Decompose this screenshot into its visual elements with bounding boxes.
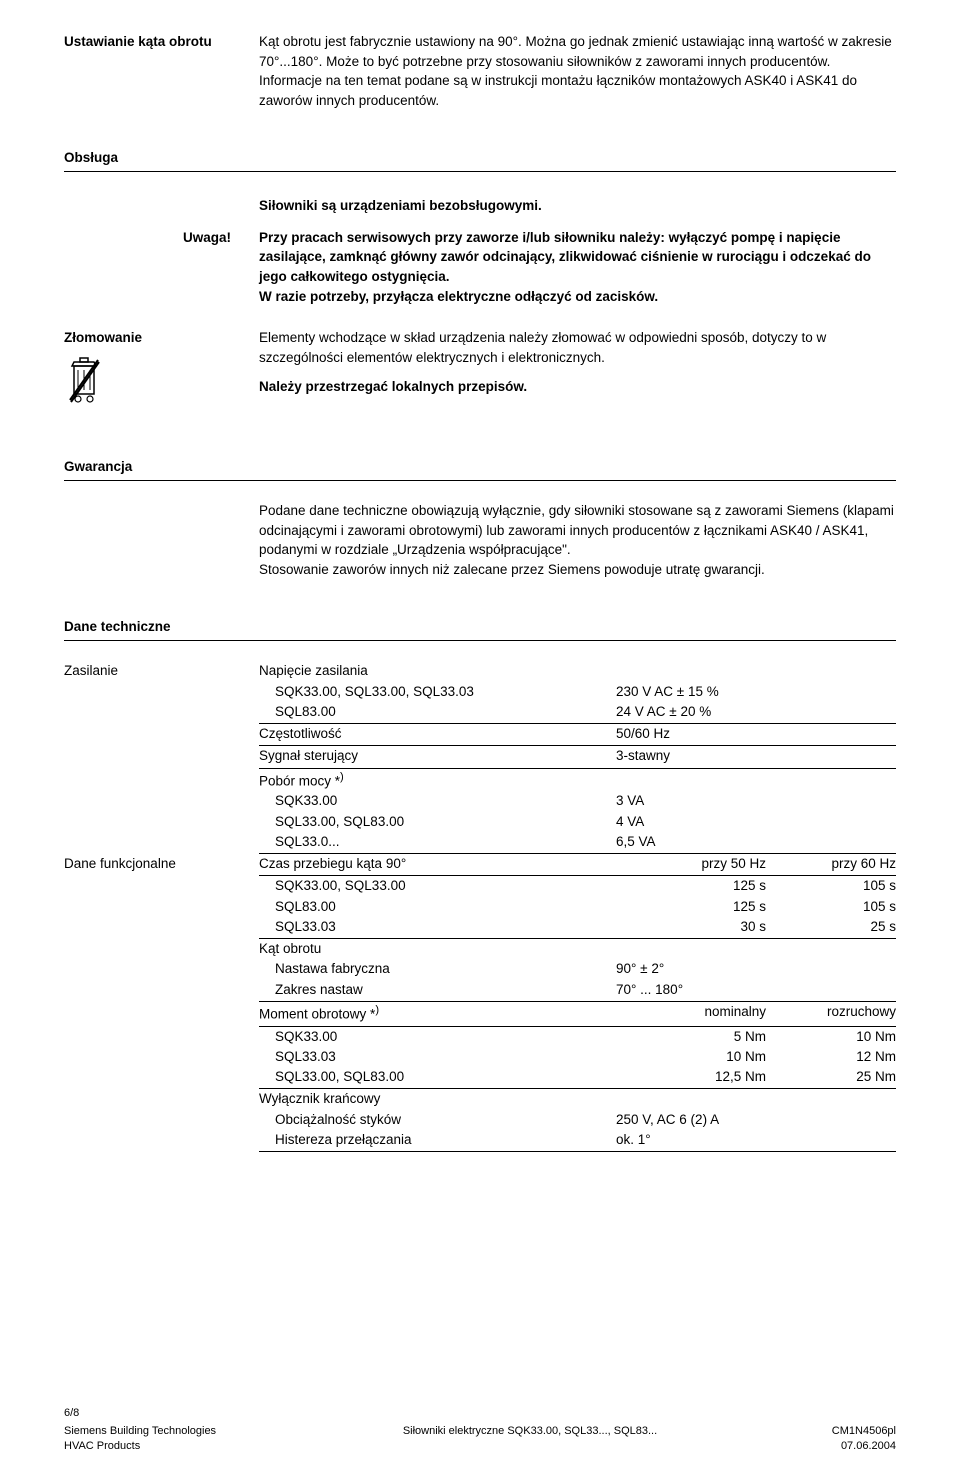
row-k2-v: 70° ... 180° — [616, 980, 776, 1000]
row-nap1-v: 230 V AC ± 15 % — [616, 682, 776, 702]
recycle-bin-icon — [64, 354, 104, 404]
row-czas-h2: przy 60 Hz — [776, 854, 896, 874]
zlomowanie-label: Złomowanie — [64, 328, 259, 348]
row-c1-v2: 105 s — [776, 876, 896, 896]
row-c2-name: SQL83.00 — [259, 897, 656, 917]
row-syg-name: Sygnał sterujący — [259, 746, 616, 766]
row-k1-name: Nastawa fabryczna — [259, 959, 616, 979]
row-czest-v: 50/60 Hz — [616, 724, 776, 744]
angle-setting-label: Ustawianie kąta obrotu — [64, 32, 259, 52]
row-c3-v2: 25 s — [776, 917, 896, 937]
footer-left-2: HVAC Products — [64, 1439, 284, 1453]
row-wyl-name: Wyłącznik krańcowy — [259, 1089, 896, 1109]
row-mom-h1: nominalny — [656, 1002, 776, 1025]
row-w1-v: 250 V, AC 6 (2) A — [616, 1110, 776, 1130]
obsluga-intro: Siłowniki są urządzeniami bezobsługowymi… — [259, 196, 896, 216]
footer-left-1: Siemens Building Technologies — [64, 1424, 284, 1438]
row-c2-v2: 105 s — [776, 897, 896, 917]
page-number: 6/8 — [64, 1406, 896, 1420]
footer-right-1: CM1N4506pl — [776, 1424, 896, 1438]
row-m2-name: SQL33.03 — [259, 1047, 656, 1067]
uwaga-body: Przy pracach serwisowych przy zaworze i/… — [259, 228, 896, 306]
row-c3-v1: 30 s — [656, 917, 776, 937]
row-p1-v: 3 VA — [616, 791, 776, 811]
zasilanie-label: Zasilanie — [64, 661, 259, 854]
row-nap2-name: SQL83.00 — [259, 702, 616, 722]
row-c2-v1: 125 s — [656, 897, 776, 917]
gwarancja-heading: Gwarancja — [64, 459, 896, 474]
row-w2-name: Histereza przełączania — [259, 1130, 616, 1150]
row-p2-v: 4 VA — [616, 812, 776, 832]
page-footer: 6/8 Siemens Building Technologies Siłown… — [64, 1406, 896, 1453]
row-p1-name: SQK33.00 — [259, 791, 616, 811]
uwaga-label: Uwaga! — [64, 228, 259, 248]
row-pobor-name: Pobór mocy *) — [259, 769, 896, 792]
gwarancja-body-2: Stosowanie zaworów innych niż zalecane p… — [259, 560, 896, 580]
zlomowanie-body-2: Należy przestrzegać lokalnych przepisów. — [259, 377, 896, 397]
row-nap: Napięcie zasilania — [259, 661, 896, 681]
footer-right-2: 07.06.2004 — [776, 1439, 896, 1453]
dane-heading: Dane techniczne — [64, 619, 896, 634]
row-w2-v: ok. 1° — [616, 1130, 776, 1150]
divider — [64, 171, 896, 172]
row-c1-name: SQK33.00, SQL33.00 — [259, 876, 656, 896]
divider — [64, 640, 896, 641]
row-m3-v2: 25 Nm — [776, 1067, 896, 1087]
row-kat-name: Kąt obrotu — [259, 939, 896, 959]
gwarancja-body-1: Podane dane techniczne obowiązują wyłącz… — [259, 501, 896, 560]
row-p3-name: SQL33.0... — [259, 832, 616, 852]
funkc-label: Dane funkcjonalne — [64, 854, 259, 1152]
row-czest-name: Częstotliwość — [259, 724, 616, 744]
row-syg-v: 3-stawny — [616, 746, 776, 766]
row-mom-h2: rozruchowy — [776, 1002, 896, 1025]
row-mom-name: Moment obrotowy *) — [259, 1002, 656, 1025]
row-m1-name: SQK33.00 — [259, 1027, 656, 1047]
row-k2-name: Zakres nastaw — [259, 980, 616, 1000]
row-m2-v1: 10 Nm — [656, 1047, 776, 1067]
row-czas-name: Czas przebiegu kąta 90° — [259, 854, 656, 874]
row-m3-v1: 12,5 Nm — [656, 1067, 776, 1087]
angle-setting-body: Kąt obrotu jest fabrycznie ustawiony na … — [259, 32, 896, 110]
row-czas-h1: przy 50 Hz — [656, 854, 776, 874]
obsluga-heading: Obsługa — [64, 150, 896, 165]
divider — [64, 480, 896, 481]
row-c3-name: SQL33.03 — [259, 917, 656, 937]
row-p3-v: 6,5 VA — [616, 832, 776, 852]
row-k1-v: 90° ± 2° — [616, 959, 776, 979]
row-m2-v2: 12 Nm — [776, 1047, 896, 1067]
zlomowanie-body-1: Elementy wchodzące w skład urządzenia na… — [259, 328, 896, 367]
row-p2-name: SQL33.00, SQL83.00 — [259, 812, 616, 832]
footer-mid: Siłowniki elektryczne SQK33.00, SQL33...… — [284, 1424, 776, 1438]
row-nap2-v: 24 V AC ± 20 % — [616, 702, 776, 722]
row-nap1-name: SQK33.00, SQL33.00, SQL33.03 — [259, 682, 616, 702]
row-m1-v1: 5 Nm — [656, 1027, 776, 1047]
row-c1-v1: 125 s — [656, 876, 776, 896]
row-w1-name: Obciążalność styków — [259, 1110, 616, 1130]
row-m1-v2: 10 Nm — [776, 1027, 896, 1047]
row-m3-name: SQL33.00, SQL83.00 — [259, 1067, 656, 1087]
